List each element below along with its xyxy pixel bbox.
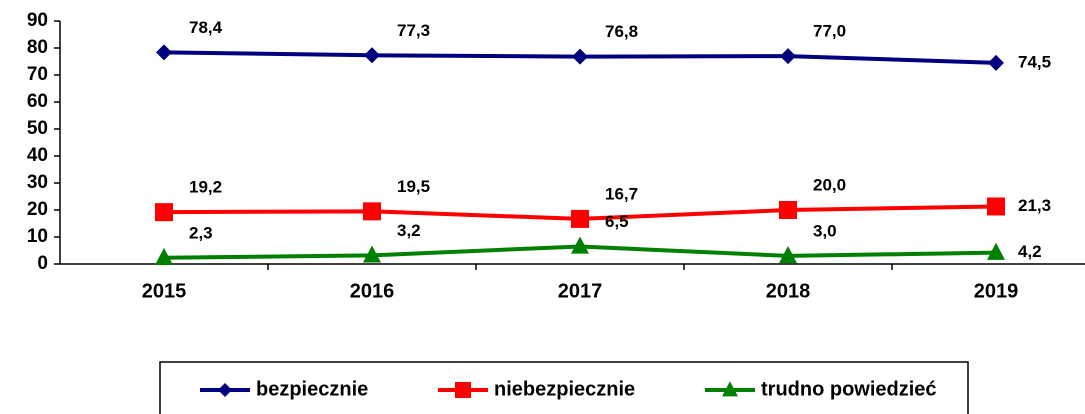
y-tick-label: 10	[27, 226, 48, 247]
data-label: 76,8	[605, 22, 638, 41]
x-tick-label: 2017	[558, 280, 603, 302]
marker	[364, 47, 380, 64]
marker	[780, 48, 796, 65]
y-tick-label: 90	[27, 10, 48, 31]
data-label: 4,2	[1018, 242, 1042, 261]
x-tick-label: 2019	[974, 280, 1019, 302]
data-label: 16,7	[605, 184, 638, 203]
data-label: 6,5	[605, 212, 629, 231]
data-label: 74,5	[1018, 52, 1051, 71]
marker	[571, 236, 589, 254]
y-tick-label: 40	[27, 145, 48, 166]
marker	[987, 242, 1005, 260]
data-label: 3,2	[397, 221, 421, 240]
marker	[155, 247, 173, 265]
marker	[363, 245, 381, 263]
y-tick-label: 70	[27, 64, 48, 85]
data-label: 2,3	[189, 223, 213, 242]
marker	[779, 246, 797, 264]
data-label: 77,3	[397, 21, 430, 40]
data-label: 19,2	[189, 178, 222, 197]
legend-box	[159, 361, 969, 414]
marker	[218, 383, 232, 397]
data-label: 78,4	[189, 18, 223, 37]
data-label: 20,0	[813, 175, 846, 194]
marker	[455, 382, 471, 398]
marker	[572, 48, 588, 65]
marker	[155, 203, 173, 222]
y-tick-label: 20	[27, 199, 48, 220]
y-tick-label: 80	[27, 37, 48, 58]
x-tick-label: 2015	[142, 280, 187, 302]
legend-label: trudno powiedzieć	[761, 378, 937, 400]
data-label: 77,0	[813, 22, 846, 41]
marker	[779, 201, 797, 219]
y-tick-label: 50	[27, 118, 48, 139]
data-label: 3,0	[813, 221, 837, 240]
y-tick-label: 30	[27, 172, 48, 193]
marker	[363, 202, 381, 221]
marker	[571, 209, 589, 228]
marker	[156, 44, 172, 61]
marker	[987, 197, 1005, 216]
legend-label: bezpiecznie	[256, 378, 368, 400]
data-label: 21,3	[1018, 196, 1051, 215]
x-tick-label: 2018	[766, 280, 811, 302]
x-tick-label: 2016	[350, 280, 395, 302]
marker	[722, 381, 738, 397]
data-label: 19,5	[397, 177, 430, 196]
marker	[988, 54, 1004, 71]
y-tick-label: 0	[37, 253, 48, 274]
y-tick-label: 60	[27, 91, 48, 112]
legend-label: niebezpiecznie	[494, 378, 635, 400]
